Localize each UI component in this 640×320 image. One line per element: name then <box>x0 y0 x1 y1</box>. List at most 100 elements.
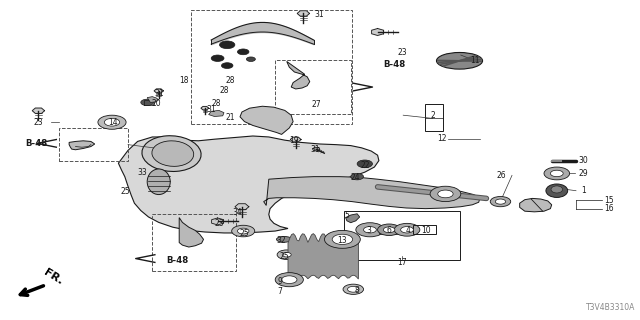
Text: 2: 2 <box>430 111 435 120</box>
Text: 18: 18 <box>180 76 189 85</box>
Text: 23: 23 <box>33 118 44 127</box>
Polygon shape <box>212 218 223 225</box>
Text: 28: 28 <box>220 86 228 95</box>
Polygon shape <box>287 61 310 89</box>
Circle shape <box>141 99 154 106</box>
Polygon shape <box>264 177 480 209</box>
Polygon shape <box>179 218 204 247</box>
Circle shape <box>98 115 126 129</box>
Polygon shape <box>147 97 159 102</box>
Bar <box>59 128 128 161</box>
Text: 5: 5 <box>344 211 349 220</box>
Bar <box>275 60 351 114</box>
Polygon shape <box>520 198 552 212</box>
Circle shape <box>544 167 570 180</box>
Text: 6: 6 <box>387 226 392 235</box>
Polygon shape <box>291 137 301 142</box>
Text: FR.: FR. <box>42 268 64 287</box>
Circle shape <box>357 160 372 168</box>
Ellipse shape <box>436 52 483 69</box>
Polygon shape <box>235 204 249 210</box>
Circle shape <box>356 223 384 237</box>
Circle shape <box>246 57 255 61</box>
Text: 34: 34 <box>232 208 242 217</box>
Text: 3: 3 <box>366 226 371 235</box>
Circle shape <box>490 196 511 207</box>
Bar <box>191 10 352 124</box>
Text: 25: 25 <box>120 187 131 196</box>
Circle shape <box>492 198 507 205</box>
Circle shape <box>232 225 255 237</box>
Text: 13: 13 <box>337 236 347 245</box>
Polygon shape <box>312 147 320 151</box>
Circle shape <box>220 41 235 49</box>
Circle shape <box>351 173 364 180</box>
Ellipse shape <box>276 236 292 242</box>
Polygon shape <box>297 11 310 16</box>
Text: 23: 23 <box>397 48 407 57</box>
Ellipse shape <box>546 184 568 197</box>
Circle shape <box>438 190 453 198</box>
Bar <box>425 104 443 131</box>
Bar <box>152 214 236 271</box>
Polygon shape <box>69 141 95 150</box>
Circle shape <box>394 223 420 236</box>
Circle shape <box>275 273 303 287</box>
Bar <box>379 226 399 234</box>
Text: 22: 22 <box>360 161 369 170</box>
Text: 31: 31 <box>206 105 216 114</box>
Circle shape <box>211 55 224 61</box>
Circle shape <box>237 228 249 234</box>
Circle shape <box>378 224 401 236</box>
Circle shape <box>282 276 297 284</box>
Polygon shape <box>32 108 45 113</box>
Text: 31: 31 <box>154 89 164 98</box>
Polygon shape <box>154 89 163 93</box>
Polygon shape <box>346 214 360 223</box>
Text: 1: 1 <box>581 186 586 195</box>
Circle shape <box>237 49 249 55</box>
Text: 25: 25 <box>239 229 250 238</box>
Polygon shape <box>240 106 293 134</box>
Text: 33: 33 <box>137 168 147 177</box>
Circle shape <box>282 252 291 257</box>
Circle shape <box>104 118 120 126</box>
Text: 10: 10 <box>421 226 431 235</box>
Circle shape <box>364 227 376 233</box>
Circle shape <box>277 250 296 260</box>
Text: 31: 31 <box>310 145 320 154</box>
Text: 20: 20 <box>152 99 162 108</box>
Text: T3V4B3310A: T3V4B3310A <box>586 303 635 312</box>
Text: 14: 14 <box>108 118 118 127</box>
Polygon shape <box>372 28 383 36</box>
Text: 9: 9 <box>277 277 282 286</box>
Text: 30: 30 <box>579 156 589 165</box>
Circle shape <box>495 199 506 204</box>
Text: 25: 25 <box>279 252 289 261</box>
Ellipse shape <box>152 141 194 166</box>
Text: 27: 27 <box>311 100 321 109</box>
Circle shape <box>430 186 461 202</box>
Text: 32: 32 <box>276 236 287 245</box>
Text: 28: 28 <box>226 76 235 85</box>
Circle shape <box>383 227 395 233</box>
Text: 12: 12 <box>437 134 446 143</box>
Text: 17: 17 <box>397 258 407 267</box>
Circle shape <box>348 286 359 292</box>
Text: B-48: B-48 <box>26 139 47 148</box>
Circle shape <box>324 230 360 248</box>
Text: 31: 31 <box>314 10 324 19</box>
Text: 7: 7 <box>277 287 282 296</box>
Polygon shape <box>118 136 379 233</box>
Ellipse shape <box>551 186 563 193</box>
Circle shape <box>343 284 364 294</box>
Text: 19: 19 <box>289 136 300 145</box>
Text: B-48: B-48 <box>166 256 188 265</box>
Circle shape <box>332 234 353 244</box>
Text: 8: 8 <box>354 286 359 295</box>
Circle shape <box>550 170 563 177</box>
Text: 26: 26 <box>497 171 507 180</box>
Bar <box>344 211 460 260</box>
Text: 11: 11 <box>470 56 479 65</box>
Polygon shape <box>201 107 209 110</box>
